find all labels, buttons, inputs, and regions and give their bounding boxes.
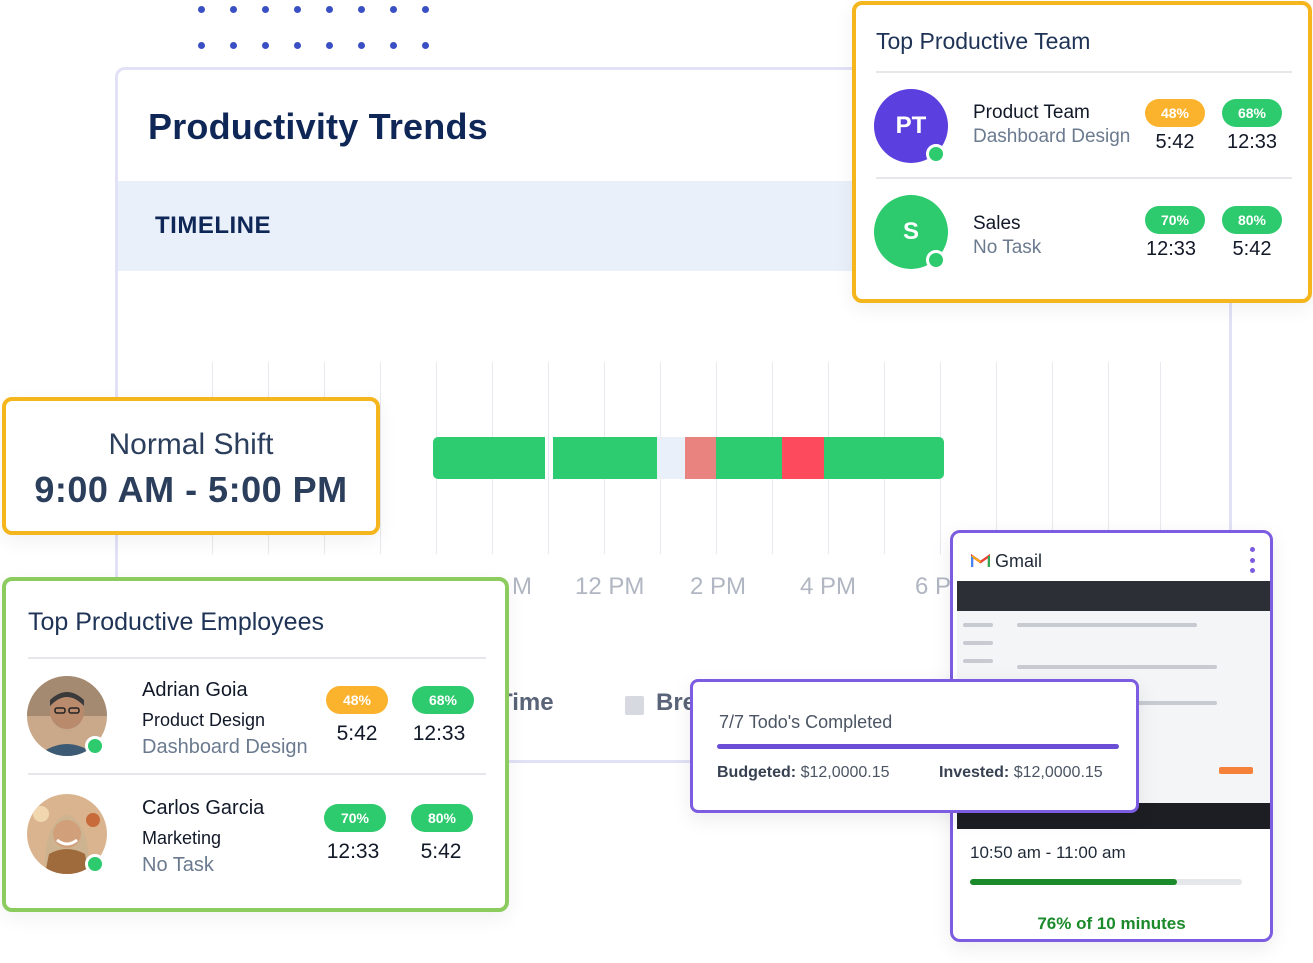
percent-badge: 68% — [412, 686, 474, 714]
duration-value: 5:42 — [420, 840, 462, 863]
duration-value: 12:33 — [1226, 131, 1278, 153]
team-task: Dashboard Design — [973, 126, 1131, 147]
percent-badge: 68% — [1222, 99, 1282, 127]
employee-name: Carlos Garcia — [142, 797, 265, 819]
percent-badge: 48% — [326, 686, 388, 714]
team-name: Sales — [973, 213, 1021, 234]
activity-progress-fill — [970, 879, 1177, 885]
duration-value: 5:42 — [336, 722, 378, 745]
employee-task: No Task — [142, 854, 214, 876]
percent-badge: 48% — [1145, 99, 1205, 127]
online-status-icon — [85, 736, 105, 756]
decorative-dot-grid — [198, 6, 438, 52]
legend-label-break: Bre — [656, 689, 697, 716]
team-card-title: Top Productive Team — [876, 28, 1091, 54]
online-status-icon — [85, 854, 105, 874]
todo-progress-bar — [717, 744, 1119, 749]
time-tick-label: 2 PM — [690, 573, 747, 600]
top-productive-employees-card: Top Productive Employees Adrian Goia Pro… — [2, 577, 509, 912]
timeline-segment-break[interactable] — [657, 437, 685, 479]
timeline-label: TIMELINE — [155, 212, 271, 239]
normal-shift-card: Normal Shift 9:00 AM - 5:00 PM — [2, 397, 380, 535]
percent-badge: 80% — [411, 804, 473, 832]
legend-swatch-break — [625, 696, 644, 715]
online-status-icon — [926, 250, 946, 270]
budgeted-amount: Budgeted: $12,0000.15 — [717, 764, 890, 781]
team-name: Product Team — [973, 102, 1090, 123]
timeline-segment-productive[interactable] — [433, 437, 545, 479]
time-tick-label: 4 PM — [800, 573, 857, 600]
employees-card-title: Top Productive Employees — [28, 608, 324, 636]
team-task: No Task — [973, 237, 1042, 258]
top-productive-team-card: Top Productive Team PT Product Team Dash… — [852, 1, 1312, 303]
employee-photo — [27, 676, 107, 756]
duration-value: 12:33 — [412, 722, 466, 745]
duration-value: 12:33 — [326, 840, 380, 863]
timeline-segment-productive[interactable] — [716, 437, 782, 479]
todo-completed-label: 7/7 Todo's Completed — [719, 712, 893, 732]
activity-progress-label: 76% of 10 minutes — [1037, 914, 1186, 933]
employee-role: Product Design — [142, 710, 266, 730]
duration-value: 5:42 — [1232, 238, 1272, 260]
time-tick-label: 12 PM — [575, 573, 645, 600]
employee-task: Dashboard Design — [142, 736, 308, 758]
employee-role: Marketing — [142, 828, 222, 848]
gmail-icon — [971, 553, 990, 567]
shift-title: Normal Shift — [108, 428, 274, 461]
timeline-segment-productive[interactable] — [553, 437, 657, 479]
employee-name: Adrian Goia — [142, 679, 248, 701]
percent-badge: 80% — [1222, 206, 1282, 234]
timeline-segment-productive[interactable] — [824, 437, 944, 479]
timeline-segment-idle[interactable] — [685, 437, 716, 479]
timeline-segment-unproductive[interactable] — [782, 437, 824, 479]
invested-amount: Invested: $12,0000.15 — [939, 764, 1103, 781]
percent-badge: 70% — [324, 804, 386, 832]
app-name: Gmail — [995, 551, 1043, 571]
activity-progress-bar — [970, 879, 1242, 885]
time-tick-label: 6 P — [915, 573, 952, 600]
page-title: Productivity Trends — [148, 106, 488, 147]
todo-summary-card: 7/7 Todo's Completed Budgeted: $12,0000.… — [690, 679, 1139, 813]
percent-badge: 70% — [1145, 206, 1205, 234]
online-status-icon — [926, 144, 946, 164]
shift-time: 9:00 AM - 5:00 PM — [34, 469, 348, 510]
more-options-icon[interactable] — [1248, 547, 1256, 573]
duration-value: 5:42 — [1155, 131, 1195, 153]
duration-value: 12:33 — [1145, 238, 1197, 260]
time-tick-label: M — [512, 573, 532, 600]
activity-time-range: 10:50 am - 11:00 am — [970, 843, 1126, 862]
